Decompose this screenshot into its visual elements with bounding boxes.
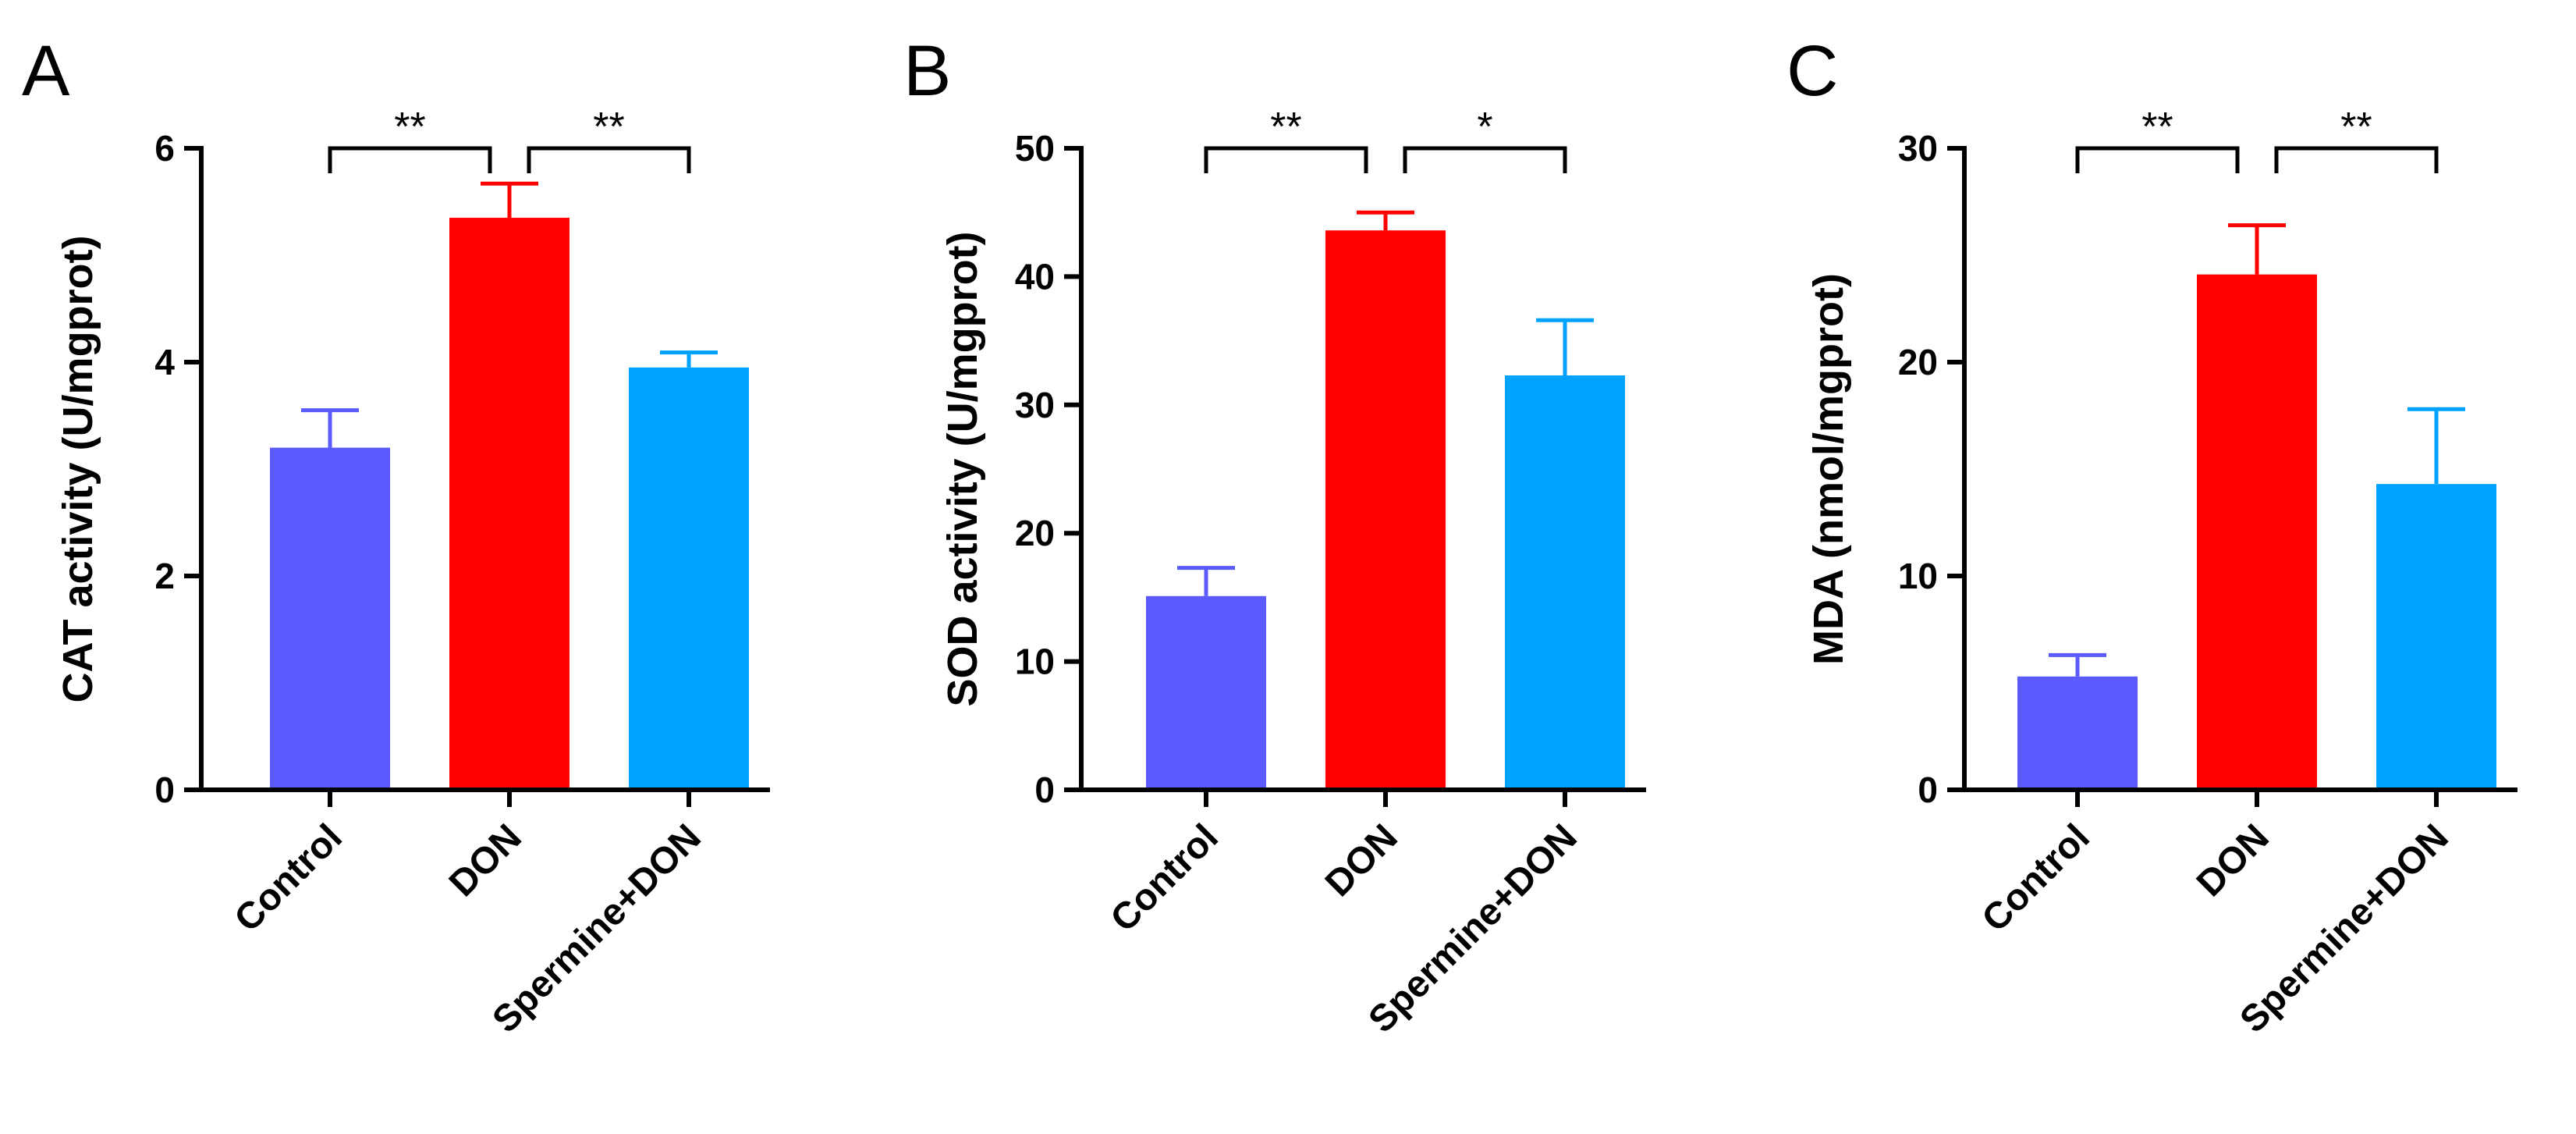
y-tick-label: 6 xyxy=(154,128,175,169)
panel-letter: B xyxy=(903,31,951,111)
bar xyxy=(2017,676,2138,790)
panel-b: B SOD activity (U/mgprot) 0 10 20 30 40 50 Contr… xyxy=(903,31,1646,1041)
y-tick-label: 20 xyxy=(1898,342,1938,382)
x-tick-label: DON xyxy=(1318,816,1406,905)
significance-bracket xyxy=(328,146,492,173)
significance-bracket xyxy=(1204,146,1368,173)
significance-label: ** xyxy=(593,105,624,150)
x-tick-label: DON xyxy=(442,816,530,905)
y-axis-label: SOD activity (U/mgprot) xyxy=(939,231,986,706)
x-tick-label: DON xyxy=(2189,816,2277,905)
bar xyxy=(270,447,390,790)
bar xyxy=(2376,484,2496,790)
significance-label: ** xyxy=(2141,105,2173,150)
bar xyxy=(449,218,569,790)
significance-bracket xyxy=(527,146,691,173)
significance-bracket xyxy=(1403,146,1567,173)
y-tick-label: 2 xyxy=(154,556,175,596)
bar xyxy=(1505,375,1625,790)
bar xyxy=(629,367,749,791)
x-tick-label: Control xyxy=(1975,816,2098,940)
y-tick-label: 0 xyxy=(154,770,175,810)
panel-letter: C xyxy=(1787,31,1838,111)
y-tick-label: 30 xyxy=(1898,128,1938,169)
significance-label: ** xyxy=(394,105,425,150)
y-tick-label: 10 xyxy=(1898,556,1938,596)
y-tick-label: 20 xyxy=(1015,513,1055,553)
panel-letter: A xyxy=(22,31,70,111)
y-tick-label: 50 xyxy=(1015,128,1055,169)
bar xyxy=(2197,274,2317,790)
y-axis-label: MDA (nmol/mgprot) xyxy=(1805,273,1852,665)
significance-label: * xyxy=(1477,105,1492,150)
y-tick-label: 30 xyxy=(1015,385,1055,425)
bar xyxy=(1325,230,1446,790)
bar xyxy=(1146,595,1266,790)
y-tick-label: 10 xyxy=(1015,642,1055,682)
significance-bracket xyxy=(2075,146,2240,173)
y-axis-label: CAT activity (U/mgprot) xyxy=(55,235,101,702)
significance-label: ** xyxy=(2340,105,2372,150)
y-tick-label: 0 xyxy=(1034,770,1055,810)
y-tick-label: 40 xyxy=(1015,256,1055,297)
x-tick-label: Control xyxy=(227,816,350,940)
y-tick-label: 0 xyxy=(1918,770,1938,810)
y-tick-label: 4 xyxy=(154,342,175,382)
significance-bracket xyxy=(2274,146,2439,173)
x-tick-label: Control xyxy=(1103,816,1226,940)
significance-label: ** xyxy=(1270,105,1301,150)
